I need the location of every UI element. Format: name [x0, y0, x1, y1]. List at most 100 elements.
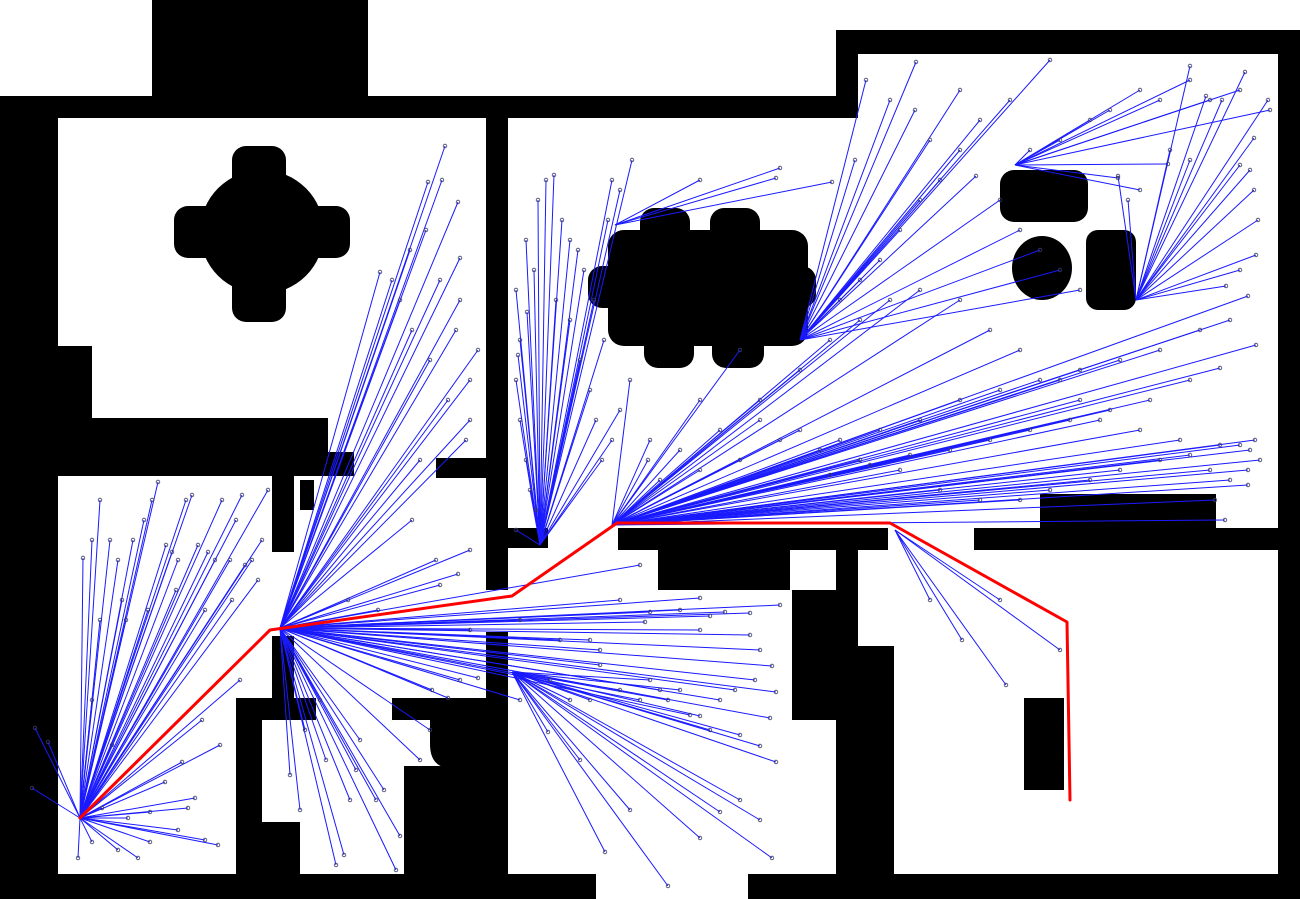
tree-edge	[279, 379, 471, 629]
tree-node	[827, 337, 833, 343]
tree-node	[183, 497, 189, 503]
tree-node	[377, 269, 383, 275]
tree-node	[543, 177, 549, 183]
tree-node	[1247, 167, 1253, 173]
tree-edge	[279, 573, 459, 629]
tree-node	[769, 663, 775, 669]
tree-edge	[611, 484, 1249, 526]
tree-edge	[1014, 79, 1191, 166]
tree-node	[1017, 497, 1023, 503]
tree-node	[1047, 57, 1053, 63]
tree-node	[297, 807, 303, 813]
tree-edge	[279, 599, 621, 629]
tree-edge	[611, 299, 891, 526]
tree-node	[1187, 157, 1193, 163]
tree-edge	[79, 559, 179, 819]
wall-stub-upper	[272, 476, 294, 552]
tree-node	[115, 557, 121, 563]
tree-edge	[539, 389, 591, 546]
tree-node	[605, 217, 611, 223]
tree-edge	[539, 179, 547, 546]
tree-node	[957, 147, 963, 153]
tree-edge	[539, 359, 581, 546]
tree-node	[130, 537, 136, 543]
tree-edge	[1135, 137, 1255, 301]
chimney-block	[152, 0, 368, 98]
tree-node	[1157, 457, 1163, 463]
tree-edge	[279, 609, 681, 629]
tree-node	[233, 517, 239, 523]
tree-node	[773, 689, 779, 695]
tree-node	[163, 542, 169, 548]
tree-node	[797, 367, 803, 373]
tree-node	[212, 557, 218, 563]
tree-edge	[799, 269, 1061, 341]
tree-edge	[1135, 95, 1207, 301]
tree-edge	[894, 529, 963, 641]
tree-node	[1245, 482, 1251, 488]
tree-node	[145, 607, 151, 613]
tree-edge	[511, 671, 591, 701]
tree-node	[1253, 342, 1259, 348]
tree-edge	[279, 439, 467, 629]
tree-node	[192, 795, 198, 801]
wall-shelf	[1040, 494, 1216, 530]
tree-node	[353, 767, 359, 773]
tree-node	[147, 809, 153, 815]
tree-node	[1227, 477, 1233, 483]
tree-node	[1222, 517, 1228, 523]
tree-edge	[519, 339, 541, 546]
tree-edge	[537, 199, 541, 546]
tree-edge	[279, 399, 449, 629]
tree-edge	[799, 159, 856, 341]
tree-edge	[511, 671, 621, 691]
tree-edge	[79, 499, 101, 819]
tree-node	[957, 87, 963, 93]
tree-edge	[1014, 163, 1169, 166]
wall-room1-bottom	[58, 418, 328, 452]
tree-node	[559, 217, 565, 223]
tree-edge	[611, 439, 841, 526]
tree-edge	[614, 179, 701, 226]
tree-node	[1187, 452, 1193, 458]
tree-node	[877, 257, 883, 263]
tree-edge	[79, 817, 119, 851]
tree-node	[587, 637, 593, 643]
wall-vertical-lower-c	[858, 646, 894, 874]
wall-right-step	[836, 30, 858, 118]
tree-node	[433, 557, 439, 563]
tree-node	[917, 287, 923, 293]
tree-node	[987, 327, 993, 333]
tree-edge	[799, 199, 1001, 341]
tree-edge	[1135, 99, 1269, 301]
wall-left-mid	[0, 346, 92, 418]
tree-edge	[611, 429, 721, 526]
tree-edge	[611, 369, 1081, 526]
tree-node	[927, 137, 933, 143]
tree-node	[657, 477, 663, 483]
tree-node	[523, 237, 529, 243]
tree-node	[109, 742, 115, 748]
tree-node	[237, 677, 243, 683]
tree-node	[1027, 427, 1033, 433]
tree-edge	[611, 429, 1141, 526]
tree-edge	[799, 229, 901, 341]
tree-node	[757, 397, 763, 403]
tree-edge	[279, 201, 459, 629]
tree-node	[1242, 69, 1248, 75]
tree-edge	[1135, 99, 1223, 301]
tree-node	[977, 117, 983, 123]
tree-edge	[611, 459, 649, 526]
tree-edge	[611, 419, 761, 526]
tree-node	[1157, 347, 1163, 353]
tree-node	[149, 497, 155, 503]
tree-node	[697, 627, 703, 633]
tree-edge	[894, 529, 1007, 686]
wall-room1-bottom-b	[58, 452, 354, 476]
tree-node	[1107, 407, 1113, 413]
tree-node	[957, 297, 963, 303]
tree-edge	[529, 489, 541, 546]
tree-node	[229, 597, 235, 603]
tree-edge	[279, 419, 471, 629]
